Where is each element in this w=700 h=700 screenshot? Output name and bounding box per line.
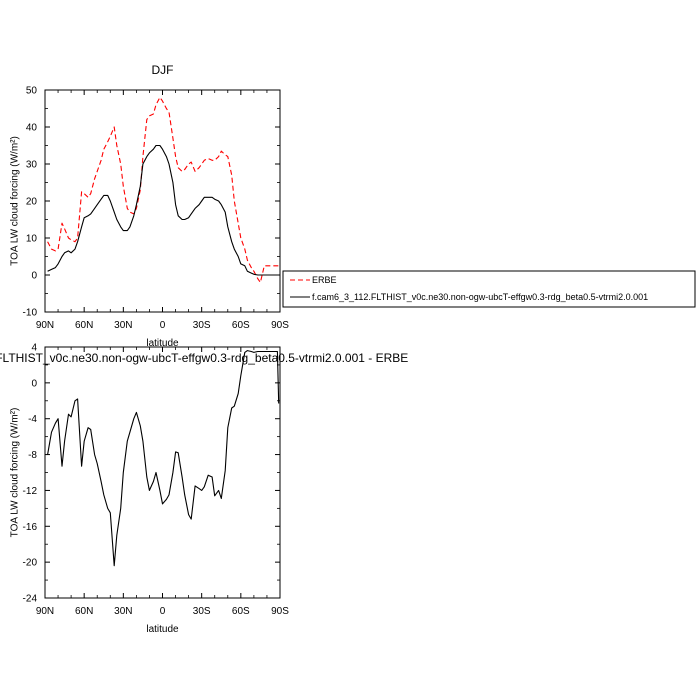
difference-panel: f.cam6_3_112.FLTHIST_v0c.ne30.non-ogw-ub…	[0, 343, 408, 636]
y-tick-label: -16	[23, 522, 38, 533]
x-axis-label: latitude	[146, 624, 179, 635]
x-tick-label: 60N	[75, 606, 93, 617]
y-tick-label: 0	[31, 271, 37, 282]
y-tick-label: 4	[31, 343, 37, 354]
x-tick-label: 60N	[75, 320, 93, 331]
x-tick-label: 30N	[114, 606, 132, 617]
plot-frame	[44, 346, 281, 599]
x-tick-label: 90N	[36, 606, 54, 617]
y-axis-label: TOA LW cloud forcing (W/m²)	[10, 408, 21, 538]
legend-label-model: f.cam6_3_112.FLTHIST_v0c.ne30.non-ogw-ub…	[312, 292, 648, 302]
series-line-model	[47, 144, 279, 276]
y-tick-label: 20	[26, 197, 38, 208]
chart-title: f.cam6_3_112.FLTHIST_v0c.ne30.non-ogw-ub…	[0, 351, 408, 365]
y-tick-label: 0	[31, 378, 37, 389]
x-tick-label: 60S	[232, 606, 250, 617]
y-axis-label: TOA LW cloud forcing (W/m²)	[10, 136, 21, 266]
chart-title: DJF	[152, 63, 174, 77]
y-tick-label: -12	[23, 486, 38, 497]
legend-box	[282, 270, 696, 308]
y-tick-label: 40	[26, 123, 38, 134]
legend-label-erbe: ERBE	[312, 275, 337, 285]
y-tick-label: -4	[28, 414, 37, 425]
x-tick-label: 90N	[36, 320, 54, 331]
x-tick-label: 30S	[193, 320, 211, 331]
y-tick-label: 30	[26, 160, 38, 171]
y-tick-label: -24	[23, 594, 38, 605]
x-tick-label: 30S	[193, 606, 211, 617]
y-tick-label: -8	[28, 450, 37, 461]
x-tick-label: 0	[160, 320, 166, 331]
x-axis-label: latitude	[146, 338, 179, 349]
series-line-erbe	[47, 96, 279, 283]
x-tick-label: 90S	[271, 606, 289, 617]
djf-panel: DJF TOA LW cloud forcing (W/m²) latitude…	[10, 63, 290, 349]
x-tick-label: 90S	[271, 320, 289, 331]
x-tick-label: 30N	[114, 320, 132, 331]
y-tick-label: 50	[26, 86, 38, 97]
plot-frame	[44, 89, 281, 313]
x-tick-label: 0	[160, 606, 166, 617]
legend: ERBE f.cam6_3_112.FLTHIST_v0c.ne30.non-o…	[282, 270, 696, 308]
y-tick-label: -10	[23, 308, 38, 319]
series-line-model	[47, 350, 280, 567]
y-tick-label: -20	[23, 558, 38, 569]
x-tick-label: 60S	[232, 320, 250, 331]
y-tick-label: 10	[26, 234, 38, 245]
